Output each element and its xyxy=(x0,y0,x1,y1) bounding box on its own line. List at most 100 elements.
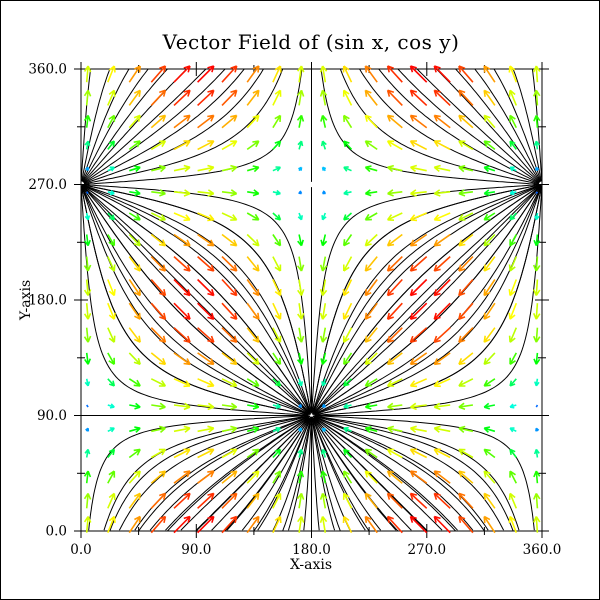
vector-arrow xyxy=(509,190,517,196)
vector-arrow xyxy=(535,427,540,432)
vector-arrow xyxy=(409,164,427,173)
streamline xyxy=(80,187,309,416)
vector-arrow xyxy=(246,492,260,509)
vector-arrow xyxy=(150,515,167,534)
vector-arrow xyxy=(433,212,451,222)
vector-arrow xyxy=(409,352,428,366)
vector-arrow xyxy=(173,256,191,272)
vector-arrow xyxy=(387,189,403,197)
vector-arrow xyxy=(107,166,115,172)
vector-arrow xyxy=(409,425,427,433)
vector-arrow xyxy=(532,327,541,343)
vector-arrow xyxy=(343,212,353,221)
streamline xyxy=(81,68,111,182)
streamlines xyxy=(80,68,543,532)
vector-arrow xyxy=(535,404,539,408)
vector-arrow xyxy=(343,234,353,247)
vector-arrow xyxy=(483,327,496,343)
vector-arrow xyxy=(458,402,474,411)
vector-arrow xyxy=(150,278,167,297)
vector-arrow xyxy=(386,470,403,484)
vector-arrow xyxy=(221,164,238,173)
vector-arrow xyxy=(364,470,378,484)
vector-arrow xyxy=(107,302,116,320)
vector-arrow xyxy=(319,492,328,509)
vector-arrow xyxy=(386,515,403,534)
streamline xyxy=(241,416,312,531)
streamline xyxy=(311,416,320,531)
streamline xyxy=(314,187,542,415)
vector-arrow xyxy=(129,189,141,197)
streamline xyxy=(82,185,310,414)
vector-arrow xyxy=(128,302,141,320)
vector-arrow xyxy=(84,234,91,247)
vector-arrow xyxy=(298,403,303,408)
vector-arrow xyxy=(433,448,451,459)
vector-arrow xyxy=(483,189,496,197)
vector-arrow xyxy=(246,233,260,247)
vector-arrow xyxy=(107,515,116,533)
vector-arrow xyxy=(107,492,116,509)
streamline xyxy=(167,416,310,532)
vector-arrow xyxy=(83,470,92,484)
vector-arrow xyxy=(483,114,496,129)
vector-arrow xyxy=(458,492,474,509)
vector-arrow xyxy=(107,89,116,106)
vector-arrow xyxy=(483,212,496,221)
vector-arrow xyxy=(343,470,353,484)
vector-arrow xyxy=(129,402,141,410)
vector-arrow xyxy=(128,378,141,387)
streamline xyxy=(312,185,540,413)
streamline xyxy=(83,68,226,184)
vector-arrow xyxy=(246,140,260,151)
streamline xyxy=(314,187,543,416)
vector-arrow xyxy=(386,233,403,247)
vector-arrow xyxy=(173,515,191,534)
vector-arrow xyxy=(246,302,260,320)
streamline xyxy=(84,184,312,413)
vector-arrow xyxy=(508,89,518,106)
vector-arrow xyxy=(246,89,260,106)
vector-arrow xyxy=(197,89,215,106)
vector-arrow xyxy=(173,302,191,320)
vector-arrow xyxy=(107,65,116,83)
streamline xyxy=(81,68,149,182)
vector-arrow xyxy=(532,256,541,272)
vector-arrow xyxy=(319,89,328,106)
streamline xyxy=(313,416,456,532)
vector-arrow xyxy=(342,279,353,297)
streamline xyxy=(81,184,311,413)
vector-arrow xyxy=(197,402,215,411)
vector-arrow xyxy=(509,448,517,458)
streamline xyxy=(165,417,309,531)
vector-arrow xyxy=(173,65,191,83)
vector-arrow xyxy=(221,65,238,83)
vector-arrow xyxy=(483,470,496,484)
vector-arrow xyxy=(296,327,305,343)
vector-arrow xyxy=(246,256,260,272)
vector-arrow xyxy=(128,470,141,484)
vector-arrow xyxy=(509,352,518,365)
x-tick-label: 0.0 xyxy=(70,542,91,558)
vector-arrow xyxy=(458,378,474,387)
vector-arrow xyxy=(173,327,191,343)
streamline xyxy=(83,185,311,413)
vector-arrow xyxy=(343,166,352,172)
vector-arrow xyxy=(364,114,378,129)
vector-arrow xyxy=(433,89,451,106)
vector-arrow xyxy=(364,89,378,106)
vector-arrow xyxy=(173,140,191,151)
streamline xyxy=(83,185,312,415)
vector-arrow xyxy=(221,256,238,272)
vector-arrow xyxy=(298,427,303,432)
vector-arrow xyxy=(508,256,518,272)
vector-arrow xyxy=(272,427,282,433)
vector-arrow xyxy=(321,190,326,195)
vector-arrow xyxy=(221,189,238,197)
vector-arrow xyxy=(83,303,92,320)
vector-arrow xyxy=(84,378,91,387)
vector-arrow xyxy=(151,402,166,411)
vector-arrow xyxy=(296,352,304,365)
vector-arrow xyxy=(433,402,451,411)
streamline xyxy=(80,185,309,415)
